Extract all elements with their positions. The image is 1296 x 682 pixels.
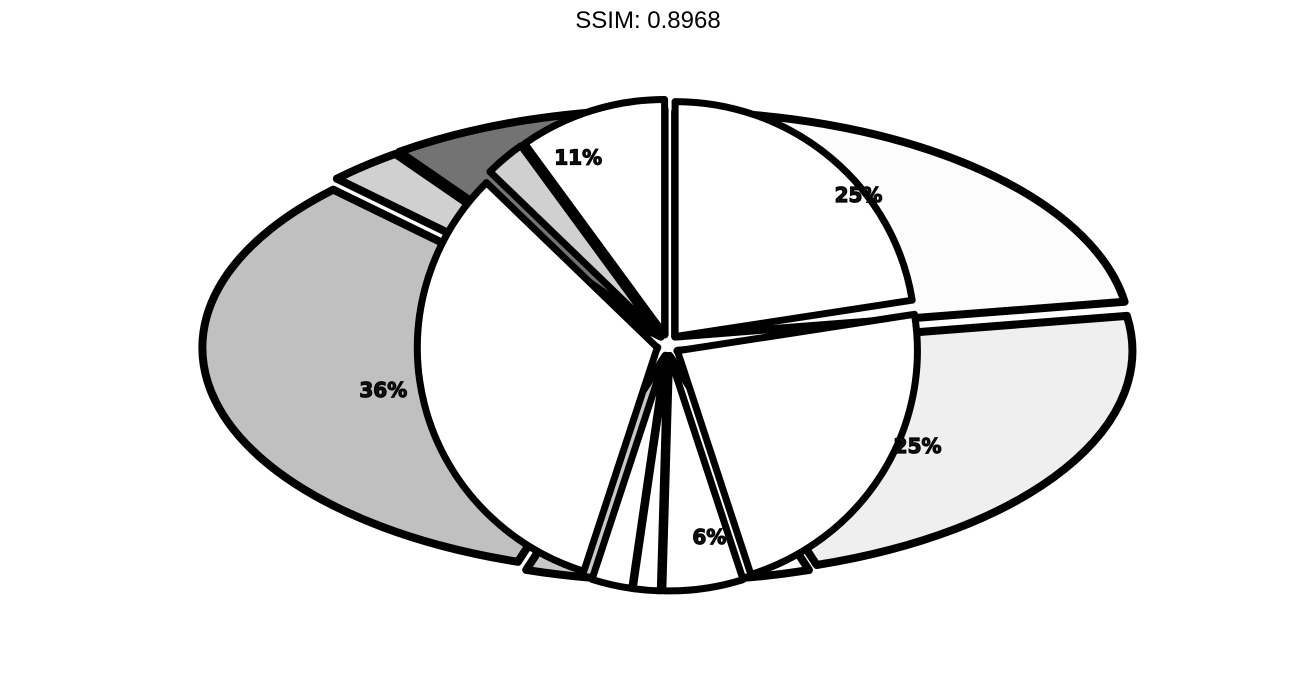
slice-label-2: 6% bbox=[692, 525, 726, 549]
inner-pie bbox=[413, 96, 921, 595]
inner-pie-slice-5 bbox=[413, 179, 661, 575]
slice-label-1: 25% bbox=[894, 434, 942, 458]
slice-labels: 25% 25% 6% 36% 11% bbox=[359, 145, 942, 550]
inner-pie-slice-1 bbox=[673, 310, 921, 578]
inner-pie-slice-7 bbox=[521, 96, 669, 338]
chart-title: SSIM: 0.8968 bbox=[575, 7, 720, 34]
inner-pie-slice-6 bbox=[486, 142, 665, 341]
slice-label-0: 25% bbox=[835, 183, 883, 207]
inner-pie-slice-4 bbox=[588, 352, 669, 592]
inner-pie-slice-0 bbox=[671, 98, 916, 341]
slice-label-7: 11% bbox=[554, 145, 602, 169]
slice-label-5: 36% bbox=[359, 378, 407, 402]
